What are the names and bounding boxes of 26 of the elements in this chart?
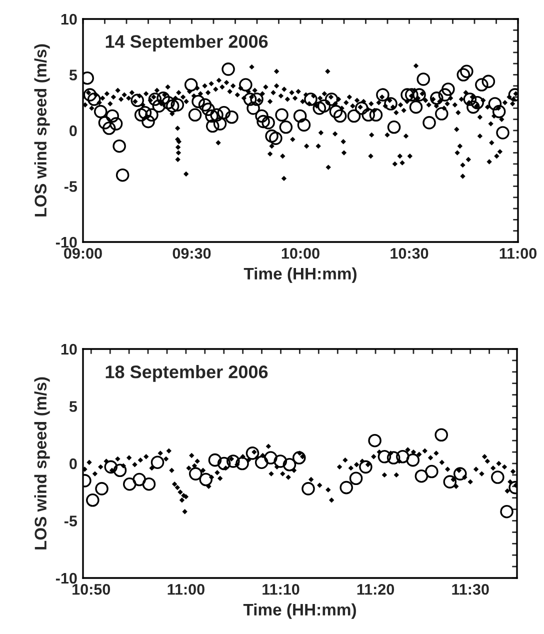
y-tick-label: 0 (70, 458, 77, 470)
y-tick-label: -5 (64, 516, 78, 526)
x-axis-title: Time (HH:mm) (243, 603, 356, 619)
y-tick-label: 0 (70, 125, 77, 136)
x-tick-label: 11:10 (262, 584, 300, 595)
y-tick-label: 5 (69, 401, 78, 412)
y-axis-title: LOS wind speed (m/s) (34, 377, 50, 550)
x-tick-label: 10:50 (72, 584, 110, 595)
y-tick-label: 10 (61, 14, 77, 25)
x-tick-label: 11:30 (452, 584, 489, 595)
annotation: 18 September 2006 (106, 365, 268, 382)
y-tick-label: 5 (69, 70, 78, 80)
x-axis-title: Time (HH:mm) (244, 267, 356, 283)
x-tick-label: 09:00 (64, 248, 102, 259)
x-tick-label: 11:20 (357, 584, 394, 595)
y-tick-label: -5 (64, 181, 78, 192)
x-tick-label: 09:30 (172, 248, 211, 259)
x-tick-label: 10:00 (282, 248, 320, 259)
y-axis-title: LOS wind speed (m/s) (34, 44, 50, 216)
x-tick-label: 10:30 (390, 248, 428, 259)
x-tick-label: 11:00 (500, 248, 536, 259)
x-tick-label: 11:00 (168, 584, 204, 595)
y-tick-label: 10 (61, 344, 77, 355)
annotation: 14 September 2006 (106, 34, 268, 52)
y-tick-label: -10 (56, 572, 77, 584)
y-tick-label: -10 (56, 236, 77, 248)
